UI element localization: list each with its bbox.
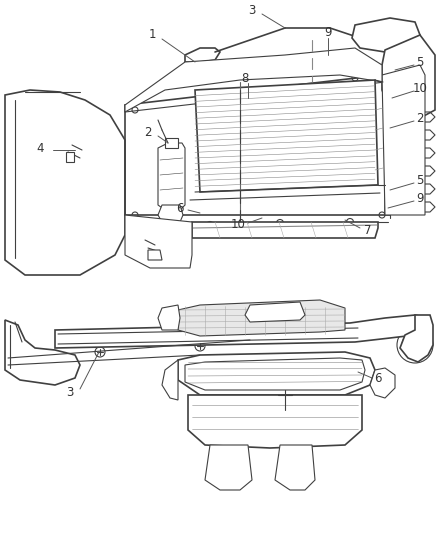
Polygon shape xyxy=(382,65,425,215)
Polygon shape xyxy=(165,138,178,148)
Text: 5: 5 xyxy=(416,55,424,69)
Text: 9: 9 xyxy=(416,191,424,205)
Circle shape xyxy=(95,347,105,357)
Text: 10: 10 xyxy=(413,82,427,94)
Polygon shape xyxy=(5,5,433,275)
Text: 2: 2 xyxy=(144,125,152,139)
Circle shape xyxy=(379,212,385,218)
Polygon shape xyxy=(275,445,315,490)
Polygon shape xyxy=(148,250,162,260)
Polygon shape xyxy=(205,445,252,490)
Text: 8: 8 xyxy=(241,71,249,85)
Polygon shape xyxy=(178,352,375,395)
Polygon shape xyxy=(5,295,433,530)
Polygon shape xyxy=(195,80,378,192)
Polygon shape xyxy=(185,358,365,390)
Polygon shape xyxy=(185,48,220,62)
Polygon shape xyxy=(55,315,428,348)
Polygon shape xyxy=(158,143,185,210)
Polygon shape xyxy=(66,152,74,162)
Text: 7: 7 xyxy=(364,223,372,237)
Text: 2: 2 xyxy=(416,111,424,125)
Polygon shape xyxy=(125,215,192,268)
Circle shape xyxy=(132,107,138,113)
Polygon shape xyxy=(158,305,180,330)
Circle shape xyxy=(266,369,278,381)
Polygon shape xyxy=(125,48,382,112)
Circle shape xyxy=(132,212,138,218)
Circle shape xyxy=(276,220,283,227)
Text: 1: 1 xyxy=(148,28,156,42)
Polygon shape xyxy=(158,205,183,222)
Circle shape xyxy=(346,219,353,225)
Polygon shape xyxy=(188,395,362,448)
Text: 9: 9 xyxy=(324,26,332,38)
Text: 3: 3 xyxy=(248,4,256,17)
Polygon shape xyxy=(382,35,435,118)
Polygon shape xyxy=(400,315,433,362)
Polygon shape xyxy=(178,300,345,336)
Polygon shape xyxy=(192,222,378,238)
Text: 10: 10 xyxy=(230,219,245,231)
Polygon shape xyxy=(245,302,305,322)
Text: 6: 6 xyxy=(176,201,184,214)
Polygon shape xyxy=(352,18,420,52)
Text: 3: 3 xyxy=(66,385,74,399)
Circle shape xyxy=(195,341,205,351)
Polygon shape xyxy=(5,90,125,275)
Circle shape xyxy=(352,75,358,81)
Polygon shape xyxy=(162,360,178,400)
Polygon shape xyxy=(370,368,395,398)
Text: 4: 4 xyxy=(36,141,44,155)
Circle shape xyxy=(206,222,213,229)
Text: 5: 5 xyxy=(416,174,424,187)
Polygon shape xyxy=(5,320,80,385)
Text: 6: 6 xyxy=(374,372,382,384)
